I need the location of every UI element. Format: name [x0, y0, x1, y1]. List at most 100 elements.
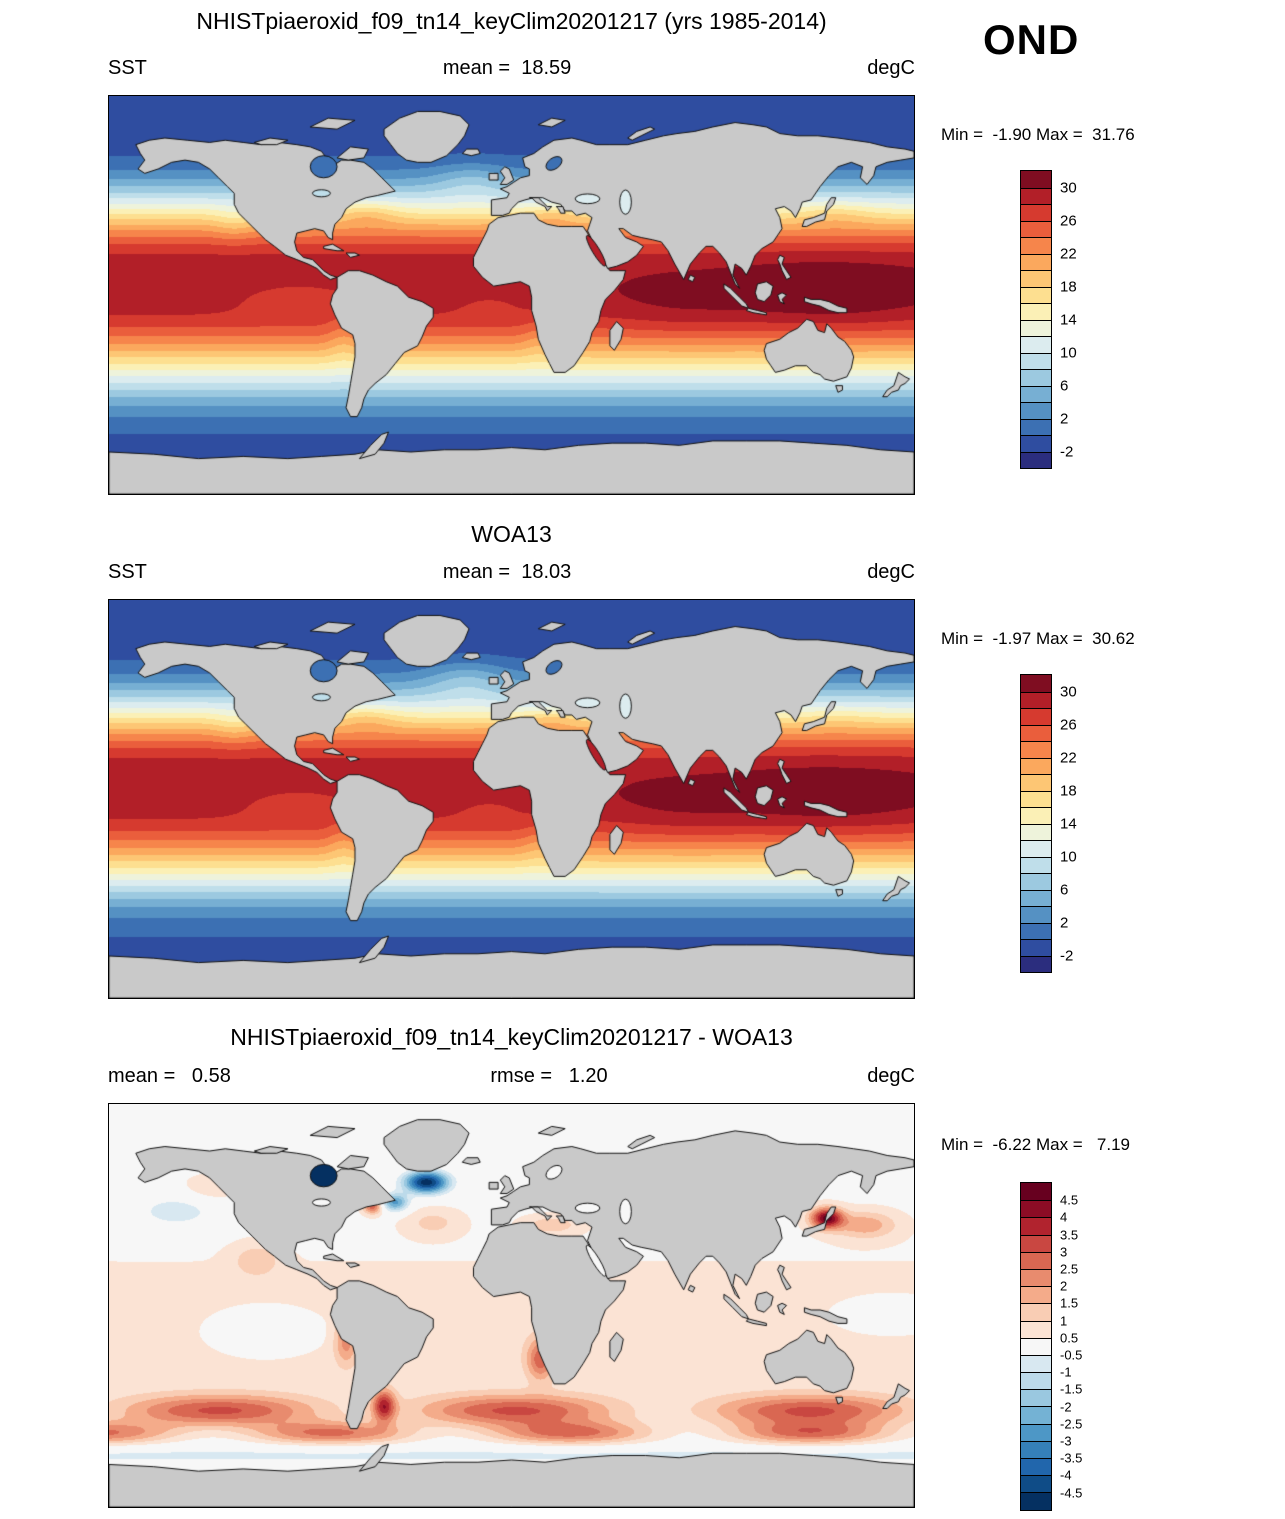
colorbar-tick-label: 1: [1060, 1313, 1068, 1329]
colorbar-tick-label: 10: [1060, 344, 1077, 361]
colorbar-tick-label: 3: [1060, 1244, 1068, 1260]
colorbar-tick-label: 6: [1060, 377, 1069, 394]
colorbar-tick-label: 22: [1060, 245, 1077, 262]
colorbar-cell: [1021, 435, 1051, 452]
sst-woa13-map-canvas: [109, 600, 914, 998]
colorbar-cell: [1021, 675, 1051, 692]
colorbar-tick-label: 14: [1060, 815, 1077, 832]
colorbar-cell: [1021, 1354, 1051, 1373]
colorbar-cell: [1021, 757, 1051, 774]
panel2-units-label: degC: [867, 561, 915, 583]
colorbar-tick-label: -1: [1060, 1364, 1072, 1380]
colorbar-cell: [1021, 418, 1051, 435]
panel3-colorbar: 4.5 4 3.5 3 2.5 2 1.5 1 0.5 -0.5 -1 -1.5 -2 -2.5 -3 -3.…: [1020, 1182, 1082, 1511]
colorbar-cell: [1021, 922, 1051, 939]
colorbar-cell: [1021, 708, 1051, 725]
panel1-colorbar: 30 26 22 18 14 10 6 2 -2: [1020, 170, 1077, 469]
colorbar-cell: [1021, 237, 1051, 254]
colorbar-cell: [1021, 1303, 1051, 1321]
colorbar-cell: [1021, 939, 1051, 956]
colorbar-tick-label: -1.5: [1060, 1381, 1083, 1397]
panel3-title: NHISTpiaeroxid_f09_tn14_keyClim20201217 …: [230, 1024, 793, 1050]
colorbar-cell: [1021, 369, 1051, 386]
colorbar-cell: [1021, 204, 1051, 221]
panel2-colorbar: 30 26 22 18 14 10 6 2 -2: [1020, 674, 1077, 973]
panel1-title: NHISTpiaeroxid_f09_tn14_keyClim20201217 …: [196, 8, 827, 34]
colorbar-cell: [1021, 253, 1051, 270]
colorbar-cell: [1021, 352, 1051, 369]
colorbar-tick-label: 26: [1060, 212, 1077, 229]
sst-model-map-canvas: [109, 96, 914, 494]
colorbar-tick-label: -4.5: [1060, 1485, 1083, 1501]
panel3-mean-label: mean = 0.58: [108, 1065, 231, 1087]
colorbar-cell: [1021, 319, 1051, 336]
panel1-mean-label: mean = 18.59: [442, 57, 572, 79]
colorbar-cell: [1021, 741, 1051, 758]
colorbar-tick-label: 2.5: [1060, 1261, 1079, 1277]
panel2-minmax-label: Min = -1.97 Max = 30.62: [941, 629, 1135, 648]
panel1-variable-label: SST: [108, 57, 147, 79]
colorbar-cell: [1021, 1406, 1051, 1424]
colorbar-cell: [1021, 303, 1051, 320]
colorbar-tick-label: 4.5: [1060, 1192, 1079, 1208]
colorbar-tick-label: 18: [1060, 782, 1077, 799]
colorbar-cell: [1021, 336, 1051, 353]
colorbar-cell: [1021, 873, 1051, 890]
colorbar-cell: [1021, 1389, 1051, 1407]
colorbar-cell: [1021, 1337, 1051, 1355]
colorbar-cell: [1021, 1372, 1051, 1390]
colorbar-cell: [1021, 724, 1051, 741]
sst-difference-map-canvas: [109, 1104, 914, 1507]
panel3-annotation-row: mean = 0.58 rmse = 1.20 degC: [108, 1065, 915, 1088]
colorbar-cell: [1021, 1234, 1051, 1252]
colorbar-cell: [1021, 790, 1051, 807]
colorbar-cell: [1021, 286, 1051, 303]
colorbar-tick-label: 30: [1060, 683, 1077, 700]
colorbar-cell: [1021, 1475, 1051, 1493]
colorbar-cell: [1021, 807, 1051, 824]
panel2-mean-label: mean = 18.03: [442, 561, 572, 583]
colorbar-tick-label: 2: [1060, 410, 1069, 427]
colorbar-tick-label: 6: [1060, 881, 1069, 898]
season-label: OND: [983, 16, 1080, 63]
colorbar-tick-label: -3: [1060, 1433, 1072, 1449]
colorbar-tick-label: 0.5: [1060, 1330, 1079, 1346]
colorbar-tick-label: -2: [1060, 1399, 1072, 1415]
panel1-units-label: degC: [867, 57, 915, 79]
colorbar-tick-label: 22: [1060, 749, 1077, 766]
colorbar-cell: [1021, 691, 1051, 708]
colorbar-cell: [1021, 270, 1051, 287]
colorbar-cell: [1021, 840, 1051, 857]
colorbar-tick-label: -2: [1060, 443, 1074, 460]
colorbar-tick-label: 30: [1060, 179, 1077, 196]
colorbar-cell: [1021, 1251, 1051, 1269]
panel2-variable-label: SST: [108, 561, 147, 583]
colorbar-cell: [1021, 1200, 1051, 1218]
colorbar-cell: [1021, 1217, 1051, 1235]
panel2-map-frame: [108, 599, 915, 999]
colorbar-cell: [1021, 187, 1051, 204]
colorbar-cell: [1021, 220, 1051, 237]
colorbar-cell: [1021, 906, 1051, 923]
colorbar-cell: [1021, 1268, 1051, 1287]
colorbar-tick-label: -4: [1060, 1467, 1072, 1483]
colorbar-tick-label: -2.5: [1060, 1416, 1083, 1432]
panel2-title: WOA13: [471, 521, 552, 547]
colorbar-tick-label: 2: [1060, 1278, 1068, 1294]
colorbar-cell: [1021, 1440, 1051, 1458]
colorbar-tick-label: 18: [1060, 278, 1077, 295]
colorbar-cell: [1021, 1492, 1051, 1510]
panel1-map-frame: [108, 95, 915, 495]
colorbar-cell: [1021, 1320, 1051, 1338]
colorbar-cell: [1021, 774, 1051, 791]
colorbar-tick-label: -0.5: [1060, 1347, 1083, 1363]
colorbar-tick-label: -2: [1060, 947, 1074, 964]
colorbar-tick-label: 3.5: [1060, 1227, 1079, 1243]
colorbar-cell: [1021, 402, 1051, 419]
colorbar-cell: [1021, 1286, 1051, 1304]
colorbar-bar: [1020, 170, 1052, 469]
panel3-map-frame: [108, 1103, 915, 1508]
colorbar-tick-label: 1.5: [1060, 1295, 1079, 1311]
colorbar-cell: [1021, 451, 1051, 468]
